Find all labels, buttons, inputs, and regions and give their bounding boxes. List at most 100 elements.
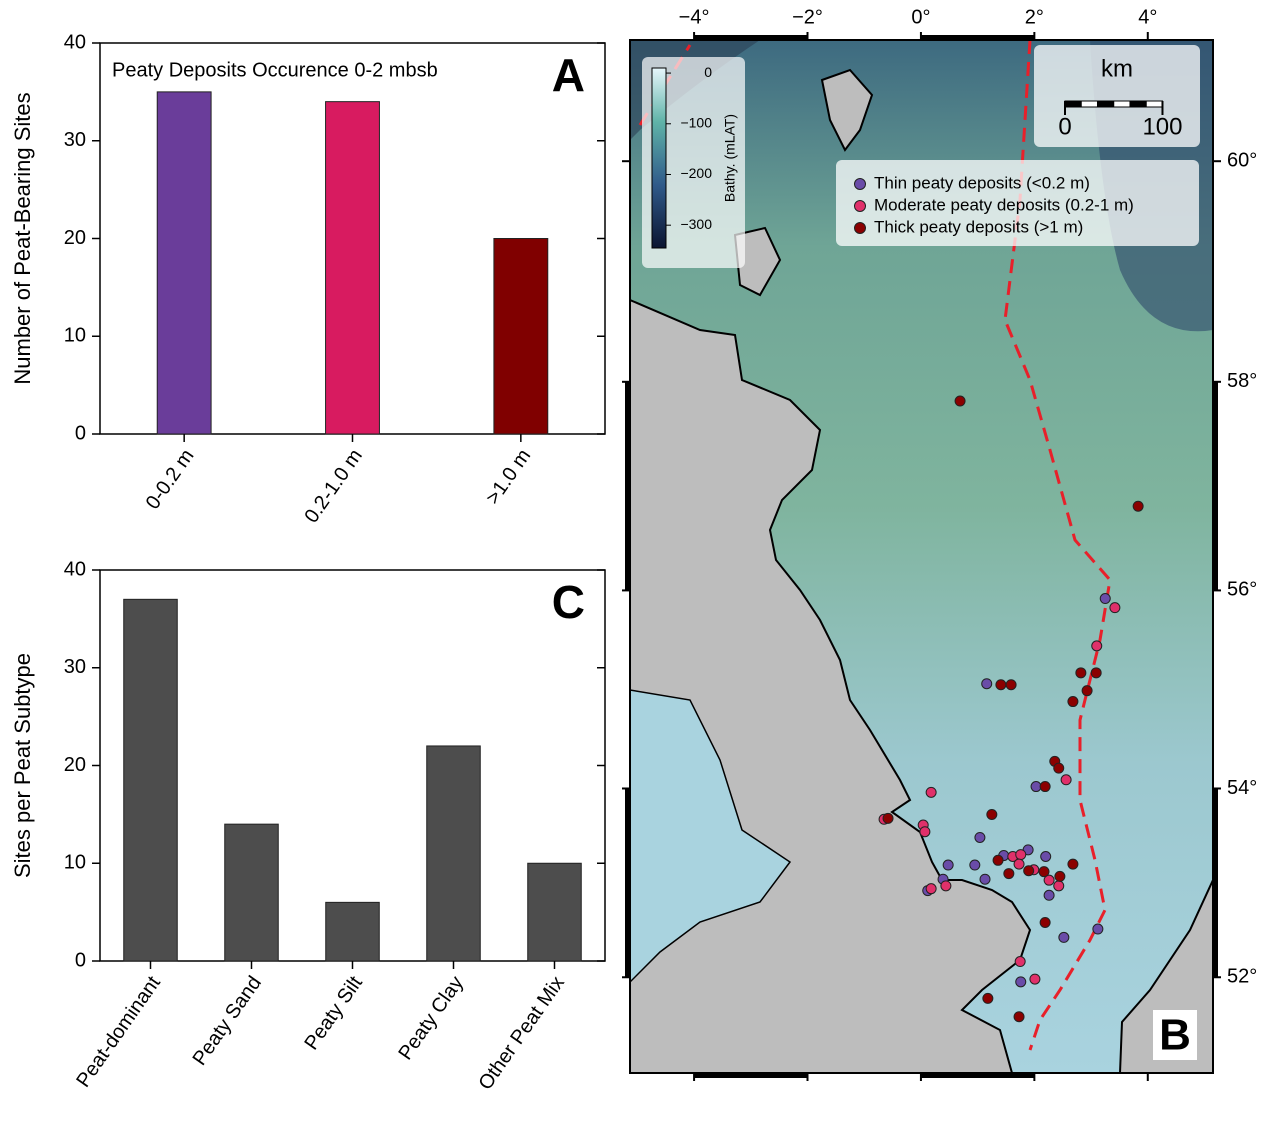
scale-segment xyxy=(1081,101,1097,107)
site-point xyxy=(926,787,936,797)
y-tick-label: 0 xyxy=(75,422,86,444)
site-point xyxy=(1091,668,1101,678)
frame-segment xyxy=(1213,788,1218,977)
frame-segment xyxy=(694,1073,807,1078)
colorbar-tick-label: 0 xyxy=(704,64,712,80)
site-point xyxy=(1006,680,1016,690)
legend-swatch xyxy=(855,201,866,212)
bar xyxy=(494,239,548,435)
site-point xyxy=(980,874,990,884)
x-tick-label: −4° xyxy=(679,6,710,28)
figure: 0 10 20 30 40 Number of Peat-Bearing Sites Pea… xyxy=(0,0,1273,1124)
site-point xyxy=(1024,866,1034,876)
panel-label: A xyxy=(552,49,585,101)
site-point xyxy=(920,827,930,837)
site-point xyxy=(1059,932,1069,942)
scale-segment xyxy=(1146,101,1162,107)
x-tick-label: Peaty Silt xyxy=(300,972,367,1054)
colorbar-label: Bathy. (mLAT) xyxy=(722,114,738,202)
legend-swatch xyxy=(855,179,866,190)
frame-segment xyxy=(625,788,630,977)
site-point xyxy=(1040,917,1050,927)
bar xyxy=(124,599,178,961)
y-tick-label: 10 xyxy=(64,325,86,347)
site-point xyxy=(1014,1012,1024,1022)
site-point xyxy=(1044,890,1054,900)
site-point xyxy=(970,860,980,870)
site-point xyxy=(1100,594,1110,604)
scale-label: km xyxy=(1101,55,1133,82)
site-point xyxy=(1068,697,1078,707)
site-point xyxy=(1055,871,1065,881)
y-tick-label: 20 xyxy=(64,754,86,776)
site-point xyxy=(1133,501,1143,511)
x-tick-label: 4° xyxy=(1138,6,1157,28)
bar xyxy=(427,746,481,961)
y-axis-label: Number of Peat-Bearing Sites xyxy=(10,92,35,384)
scale-tick-label: 100 xyxy=(1142,113,1182,140)
panel-label: C xyxy=(552,576,585,628)
scale-segment xyxy=(1130,101,1146,107)
legend-label: Thick peaty deposits (>1 m) xyxy=(874,217,1083,236)
y-axis-label: Sites per Peat Subtype xyxy=(10,653,35,878)
site-point xyxy=(1031,782,1041,792)
scale-segment xyxy=(1097,101,1113,107)
frame-segment xyxy=(921,35,1034,40)
site-point xyxy=(993,855,1003,865)
site-point xyxy=(943,860,953,870)
x-tick-label: −2° xyxy=(792,6,823,28)
site-point xyxy=(1004,869,1014,879)
y-tick-label: 10 xyxy=(64,852,86,874)
site-point xyxy=(1014,859,1024,869)
site-point xyxy=(983,993,993,1003)
site-point xyxy=(1082,686,1092,696)
site-point xyxy=(1039,867,1049,877)
bar xyxy=(326,102,380,434)
x-tick-label: 0° xyxy=(911,6,930,28)
frame-segment xyxy=(694,35,807,40)
scale-segment xyxy=(1065,101,1081,107)
site-point xyxy=(1016,850,1026,860)
colorbar-tick-label: −100 xyxy=(680,114,712,130)
bar xyxy=(528,863,582,961)
site-point xyxy=(1061,775,1071,785)
site-point xyxy=(1040,782,1050,792)
legend-swatch xyxy=(855,223,866,234)
y-tick-label: 0 xyxy=(75,949,86,971)
scale-tick-label: 0 xyxy=(1058,113,1071,140)
legend-label: Thin peaty deposits (<0.2 m) xyxy=(874,173,1090,192)
site-point xyxy=(1092,641,1102,651)
site-point xyxy=(1016,977,1026,987)
x-tick-label: 0-0.2 m xyxy=(142,445,199,513)
x-tick-label: Peaty Sand xyxy=(189,972,266,1069)
y-tick-label: 30 xyxy=(64,656,86,678)
site-point xyxy=(941,881,951,891)
y-tick-label: 60° xyxy=(1227,149,1257,171)
site-point xyxy=(1068,859,1078,869)
y-tick-label: 40 xyxy=(64,31,86,53)
y-tick-label: 20 xyxy=(64,227,86,249)
site-point xyxy=(1093,924,1103,934)
x-tick-label: Peat-dominant xyxy=(72,972,165,1092)
bar xyxy=(326,902,380,961)
y-tick-label: 56° xyxy=(1227,579,1257,601)
y-tick-label: 58° xyxy=(1227,370,1257,392)
site-point xyxy=(975,832,985,842)
x-tick-label: 0.2-1.0 m xyxy=(300,445,366,527)
y-tick-label: 40 xyxy=(64,558,86,580)
colorbar xyxy=(652,68,666,248)
site-point xyxy=(883,813,893,823)
x-tick-label: Other Peat Mix xyxy=(474,972,569,1094)
site-point xyxy=(982,679,992,689)
site-point xyxy=(1054,881,1064,891)
site-point xyxy=(1076,668,1086,678)
site-point xyxy=(987,809,997,819)
site-point xyxy=(1030,974,1040,984)
scale-segment xyxy=(1114,101,1130,107)
y-tick-label: 30 xyxy=(64,129,86,151)
legend-label: Moderate peaty deposits (0.2-1 m) xyxy=(874,195,1134,214)
x-tick-label: >1.0 m xyxy=(482,445,535,508)
colorbar-tick-label: −200 xyxy=(680,165,712,181)
x-tick-label: Peaty Clay xyxy=(394,972,467,1064)
frame-segment xyxy=(625,382,630,591)
